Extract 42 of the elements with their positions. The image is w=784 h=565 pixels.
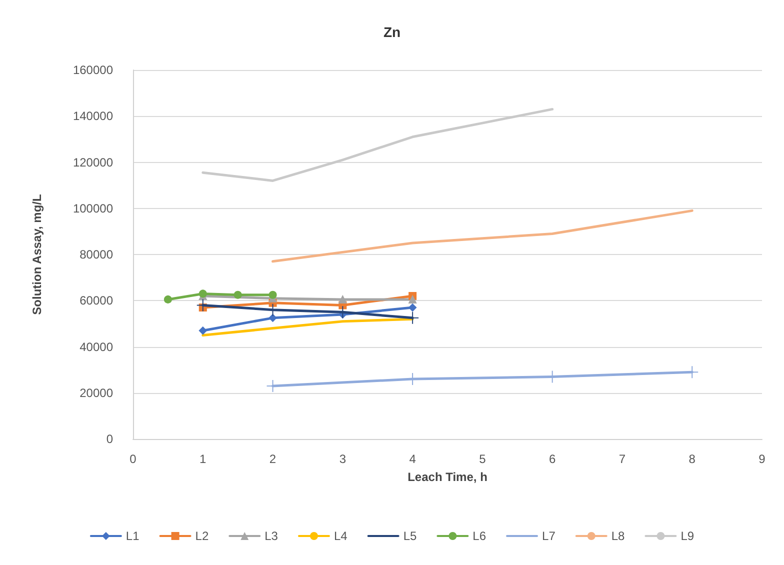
point — [234, 290, 242, 299]
y-tick-label: 60000 — [80, 294, 114, 308]
x-tick-label: 3 — [339, 452, 346, 466]
legend-label: L1 — [126, 529, 140, 543]
y-tick-label: 40000 — [80, 340, 114, 354]
line-series — [202, 108, 554, 182]
legend-label: L2 — [195, 529, 209, 543]
x-tick-label: 2 — [269, 452, 276, 466]
x-tick-label: 8 — [688, 452, 696, 466]
point — [408, 304, 417, 312]
line-series — [272, 209, 694, 263]
x-tick-label: 7 — [618, 452, 626, 466]
y-tick-label: 20000 — [80, 386, 114, 400]
y-tick-label: 80000 — [80, 248, 114, 262]
point — [198, 326, 207, 335]
legend-label: L6 — [472, 529, 486, 543]
x-tick-label: 5 — [479, 452, 486, 466]
legend-label: L3 — [264, 529, 278, 543]
point — [198, 290, 207, 298]
legend-label: L8 — [611, 529, 626, 543]
y-tick-label: 160000 — [72, 63, 114, 77]
point — [408, 295, 417, 304]
legend-label: L4 — [334, 529, 348, 543]
legend-label: L9 — [680, 529, 694, 543]
point — [164, 295, 172, 304]
y-tick-label: 140000 — [72, 109, 114, 124]
legend-label: L7 — [542, 529, 556, 543]
x-tick-label: 6 — [548, 452, 556, 466]
chart-title: Zn — [383, 24, 401, 40]
legend-label: L5 — [403, 529, 417, 543]
point — [268, 314, 277, 322]
point — [338, 295, 347, 304]
x-axis-title: Leach Time, h — [408, 470, 488, 484]
x-tick-label: 0 — [130, 452, 137, 466]
y-tick-label: 100000 — [72, 201, 114, 216]
point — [268, 290, 277, 299]
y-tick-label: 0 — [106, 432, 114, 446]
x-tick-label: 9 — [758, 452, 766, 466]
y-tick-label: 120000 — [72, 155, 114, 170]
y-axis-title: Solution Assay, mg/L — [30, 194, 44, 315]
x-tick-label: 4 — [409, 452, 416, 466]
x-tick-label: 1 — [200, 452, 207, 466]
